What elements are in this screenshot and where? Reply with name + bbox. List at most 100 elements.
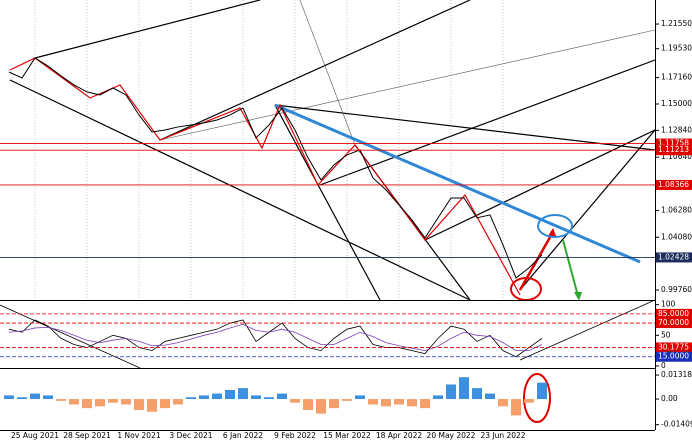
y-tick-label: 1.06280: [661, 205, 692, 214]
histogram-bar: [264, 397, 274, 400]
histogram-bar: [173, 399, 183, 405]
zigzag: [9, 57, 521, 296]
histogram-bar: [472, 388, 482, 400]
histogram-bar: [342, 399, 352, 401]
y-tick-label: 100: [661, 300, 676, 309]
trend-line: [274, 104, 381, 301]
y-tick-label: 1.12840: [661, 125, 692, 134]
y-tick-label: 50: [661, 330, 671, 339]
level-label-bg: [656, 308, 692, 319]
level-label: 15.0000: [658, 352, 689, 361]
level-label: 1.08366: [658, 180, 689, 189]
histogram-bar: [121, 399, 131, 405]
histogram-bar: [199, 395, 209, 400]
histogram-bar: [95, 399, 105, 407]
histogram-bar: [394, 399, 404, 405]
trend-line: [159, 29, 656, 141]
histogram-bar: [186, 397, 196, 400]
blue-circle: [537, 214, 573, 238]
histogram-bar: [82, 399, 92, 409]
histogram-bar: [524, 399, 534, 403]
y-tick-label: 1.19530: [661, 44, 692, 53]
level-label: 1.11213: [658, 145, 689, 154]
trend-line: [319, 59, 656, 186]
histogram-bar: [407, 399, 417, 407]
y-tick-label: 0.0131819: [661, 370, 692, 379]
histogram-bar: [225, 389, 235, 400]
histogram-bar: [212, 393, 222, 400]
x-tick-label: 3 Dec 2021: [169, 431, 212, 440]
x-tick-label: 15 Mar 2022: [323, 431, 371, 440]
y-tick-label: -0.0140999: [661, 420, 692, 429]
histogram-bar: [355, 395, 365, 400]
trend-line: [274, 104, 656, 151]
histogram-bar: [30, 393, 40, 400]
histogram-bar: [17, 397, 27, 400]
histogram-bar: [316, 399, 326, 414]
histogram-bar: [459, 377, 469, 400]
x-tick-label: 18 Apr 2022: [376, 431, 423, 440]
y-tick-label: 0.00: [661, 394, 678, 403]
x-tick-label: 23 Jun 2022: [480, 431, 525, 440]
y-tick-label: 1.21550: [661, 19, 692, 28]
histogram-bar: [511, 399, 521, 416]
level-label-bg: [656, 138, 692, 149]
histogram-bar: [56, 399, 66, 401]
red-arrow-head: [548, 228, 556, 236]
y-tick-label: 1.04080: [661, 232, 692, 241]
level-label: 1.11758: [658, 139, 689, 148]
level-label: 85.0000: [658, 309, 689, 318]
level-label: 1.02428: [658, 252, 689, 261]
histogram-bar: [108, 399, 118, 403]
level-label-bg: [656, 252, 692, 263]
x-tick-label: 28 Sep 2021: [63, 431, 111, 440]
histogram-bar: [537, 382, 547, 400]
histogram-bar: [368, 399, 378, 405]
y-tick-label: 1.15000: [661, 99, 692, 108]
red-circle: [523, 373, 551, 423]
trend-line: [0, 304, 141, 369]
histogram-bar: [69, 399, 79, 405]
x-tick-label: 9 Feb 2022: [274, 431, 316, 440]
histogram-bar: [251, 395, 261, 400]
trend-line: [159, 0, 471, 141]
histogram-bar: [290, 399, 300, 403]
level-label-bg: [656, 318, 692, 329]
y-tick-label: 1.17160: [661, 73, 692, 82]
y-tick-label: 0: [661, 361, 666, 370]
level-label-bg: [656, 342, 692, 353]
histogram-bar: [134, 399, 144, 410]
x-tick-label: 1 Nov 2021: [117, 431, 160, 440]
y-tick-label: 0.99760: [661, 285, 692, 294]
histogram-bar: [4, 395, 14, 400]
histogram-bar: [485, 393, 495, 400]
level-label-bg: [656, 179, 692, 190]
histogram-bar: [277, 393, 287, 400]
green-arrow-head: [574, 292, 582, 301]
histogram-bar: [446, 384, 456, 400]
green-arrow: [562, 239, 579, 297]
y-tick-label: 1.10640: [661, 152, 692, 161]
trend-line: [299, 0, 356, 146]
trend-line: [519, 299, 656, 361]
x-tick-label: 6 Jan 2022: [223, 431, 263, 440]
histogram-bar: [303, 399, 313, 410]
price-line: [8, 323, 543, 352]
histogram-bar: [238, 388, 248, 400]
histogram-bar: [329, 399, 339, 409]
trend-line: [34, 0, 261, 59]
level-label-bg: [656, 351, 692, 362]
level-label: 30.1775: [658, 342, 689, 351]
histogram-bar: [498, 399, 508, 407]
price-line: [8, 57, 543, 279]
x-tick-label: 25 Aug 2021: [11, 431, 59, 440]
trend-line: [519, 129, 656, 291]
trend-line: [9, 79, 471, 301]
histogram-bar: [381, 399, 391, 407]
level-label: 70.0000: [658, 318, 689, 327]
histogram-bar: [433, 395, 443, 400]
histogram-bar: [420, 399, 430, 409]
